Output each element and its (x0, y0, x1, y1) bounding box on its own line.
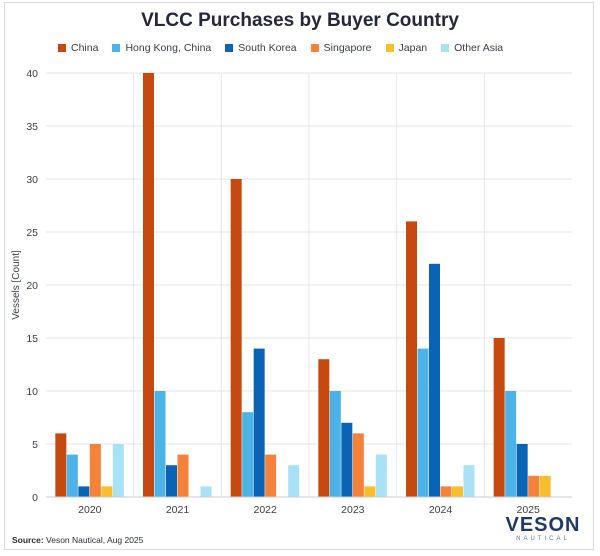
bar (230, 179, 242, 497)
x-tick-label: 2020 (78, 504, 102, 516)
source-label: Source: (12, 535, 44, 545)
y-tick-label: 30 (26, 174, 38, 186)
bar (329, 391, 341, 497)
bar (89, 444, 101, 497)
legend-swatch (58, 44, 66, 52)
bar (341, 422, 353, 497)
bar (154, 391, 166, 497)
bar (200, 486, 212, 497)
legend-swatch (385, 44, 394, 52)
y-tick-label: 15 (26, 333, 38, 345)
bar (66, 454, 78, 497)
legend-label: South Korea (238, 42, 297, 54)
logo-main-text: VESON (505, 514, 581, 536)
chart-frame (4, 2, 594, 550)
legend-item: Hong Kong, China (112, 42, 211, 54)
y-tick-label: 40 (26, 68, 38, 80)
source-note: Source: Veson Nautical, Aug 2025 (12, 535, 143, 545)
legend-item: Singapore (310, 42, 372, 54)
legend-item: Japan (385, 42, 428, 54)
x-tick-label: 2022 (253, 504, 277, 516)
x-tick-label: 2024 (429, 504, 453, 516)
legend-label: Japan (398, 42, 428, 54)
y-tick-label: 10 (26, 386, 38, 398)
x-tick-label: 2021 (166, 504, 190, 516)
bar (528, 475, 540, 497)
bar (352, 433, 364, 497)
legend-item: Other Asia (441, 42, 503, 54)
bar (253, 348, 265, 497)
legend-swatch (225, 44, 234, 52)
y-tick-label: 20 (26, 280, 38, 292)
bar (375, 454, 387, 497)
y-tick-label: 25 (26, 227, 38, 239)
bar (318, 359, 330, 497)
bar (493, 338, 505, 497)
bar (112, 444, 124, 497)
bar (177, 454, 189, 497)
y-tick-label: 0 (32, 492, 38, 504)
bar (406, 221, 417, 497)
legend-label: China (71, 42, 99, 54)
legend: China Hong Kong, China South Korea Singapor… (58, 42, 503, 54)
bar (463, 465, 475, 497)
bar (55, 433, 67, 497)
bar (166, 465, 177, 497)
legend-swatch (112, 44, 121, 52)
bar (452, 486, 463, 497)
bar (516, 444, 528, 497)
bar (440, 486, 452, 497)
bar (101, 486, 113, 497)
bar (539, 475, 551, 497)
bar (364, 486, 376, 497)
bar (429, 263, 440, 497)
bar (288, 465, 300, 497)
legend-swatch (441, 44, 450, 52)
legend-swatch (310, 44, 319, 52)
bar (505, 391, 517, 497)
legend-item: South Korea (225, 42, 297, 54)
chart-title: VLCC Purchases by Buyer Country (141, 10, 459, 31)
bar (143, 73, 154, 497)
x-tick-label: 2025 (516, 504, 540, 516)
source-text: Veson Nautical, Aug 2025 (46, 535, 144, 545)
logo-sub-text: NAUTICAL (516, 536, 570, 542)
y-axis-label: Vessels [Count] (11, 250, 22, 320)
legend-label: Hong Kong, China (125, 42, 212, 54)
legend-item: China (58, 42, 98, 54)
bar (78, 486, 90, 497)
veson-logo: VESON NAUTICAL (498, 515, 588, 543)
legend-label: Singapore (323, 42, 372, 54)
bar (417, 348, 429, 497)
y-tick-label: 35 (26, 121, 38, 133)
bar (265, 454, 277, 497)
x-tick-label: 2023 (341, 504, 365, 516)
y-tick-label: 5 (32, 439, 38, 451)
bar (242, 412, 254, 497)
legend-label: Other Asia (454, 42, 504, 54)
